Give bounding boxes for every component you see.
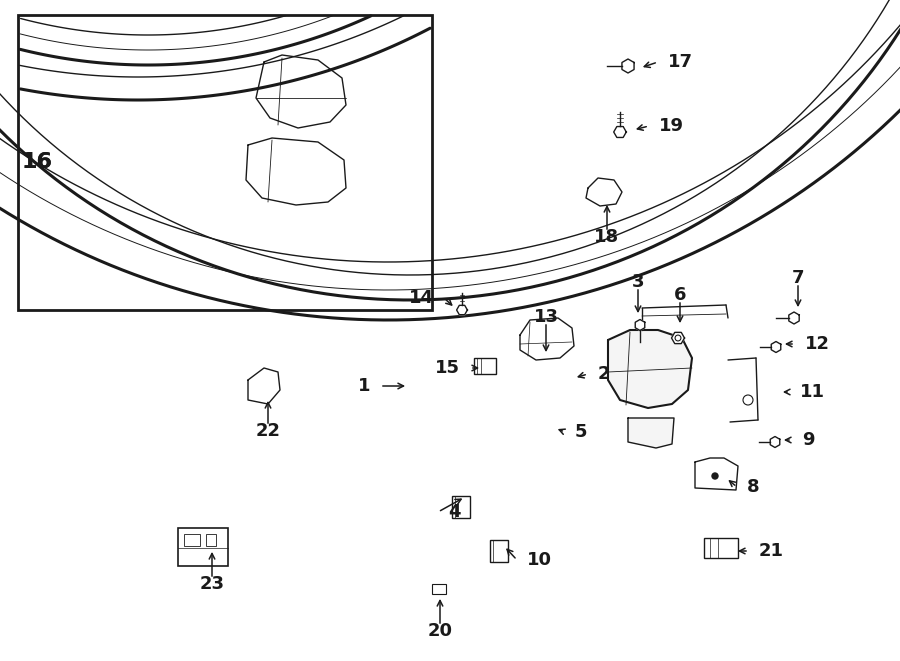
Text: 3: 3 bbox=[632, 273, 644, 291]
Bar bbox=[432, 584, 446, 594]
Text: 15: 15 bbox=[435, 359, 460, 377]
Text: 19: 19 bbox=[659, 117, 684, 135]
Text: 21: 21 bbox=[759, 542, 784, 560]
Text: 22: 22 bbox=[256, 422, 281, 440]
Text: 13: 13 bbox=[534, 308, 559, 326]
Bar bbox=[704, 538, 738, 558]
Circle shape bbox=[712, 473, 718, 479]
Polygon shape bbox=[248, 368, 280, 404]
Text: 23: 23 bbox=[200, 575, 224, 593]
Polygon shape bbox=[771, 342, 781, 352]
Polygon shape bbox=[520, 318, 574, 360]
Bar bbox=[490, 540, 508, 562]
Polygon shape bbox=[622, 59, 634, 73]
Polygon shape bbox=[695, 458, 738, 490]
Polygon shape bbox=[608, 330, 692, 408]
Bar bbox=[178, 528, 228, 566]
Circle shape bbox=[743, 395, 753, 405]
Text: 16: 16 bbox=[22, 152, 53, 172]
Text: 16: 16 bbox=[22, 152, 53, 172]
Text: 4: 4 bbox=[448, 503, 461, 521]
Polygon shape bbox=[456, 305, 467, 315]
Polygon shape bbox=[628, 418, 674, 448]
Text: 5: 5 bbox=[575, 423, 588, 441]
Bar bbox=[184, 534, 200, 546]
Bar bbox=[18, 15, 432, 310]
Polygon shape bbox=[614, 126, 626, 137]
Text: 20: 20 bbox=[428, 622, 453, 640]
Text: 18: 18 bbox=[594, 228, 619, 246]
Text: 14: 14 bbox=[409, 289, 434, 307]
Polygon shape bbox=[246, 138, 346, 205]
Text: 1: 1 bbox=[357, 377, 370, 395]
Polygon shape bbox=[256, 55, 346, 128]
Text: 17: 17 bbox=[668, 53, 693, 71]
Polygon shape bbox=[671, 332, 685, 344]
Text: 2: 2 bbox=[598, 365, 610, 383]
Text: 8: 8 bbox=[747, 478, 760, 496]
Text: 11: 11 bbox=[800, 383, 825, 401]
Text: 10: 10 bbox=[527, 551, 552, 569]
Polygon shape bbox=[770, 436, 779, 447]
Bar bbox=[452, 496, 470, 518]
Bar bbox=[474, 358, 496, 374]
Text: 9: 9 bbox=[802, 431, 814, 449]
Polygon shape bbox=[788, 312, 799, 324]
Polygon shape bbox=[586, 178, 622, 206]
Text: 7: 7 bbox=[792, 269, 805, 287]
Polygon shape bbox=[635, 319, 644, 330]
Text: 12: 12 bbox=[805, 335, 830, 353]
Circle shape bbox=[675, 335, 681, 341]
Bar bbox=[206, 534, 216, 546]
Text: 6: 6 bbox=[674, 286, 686, 304]
